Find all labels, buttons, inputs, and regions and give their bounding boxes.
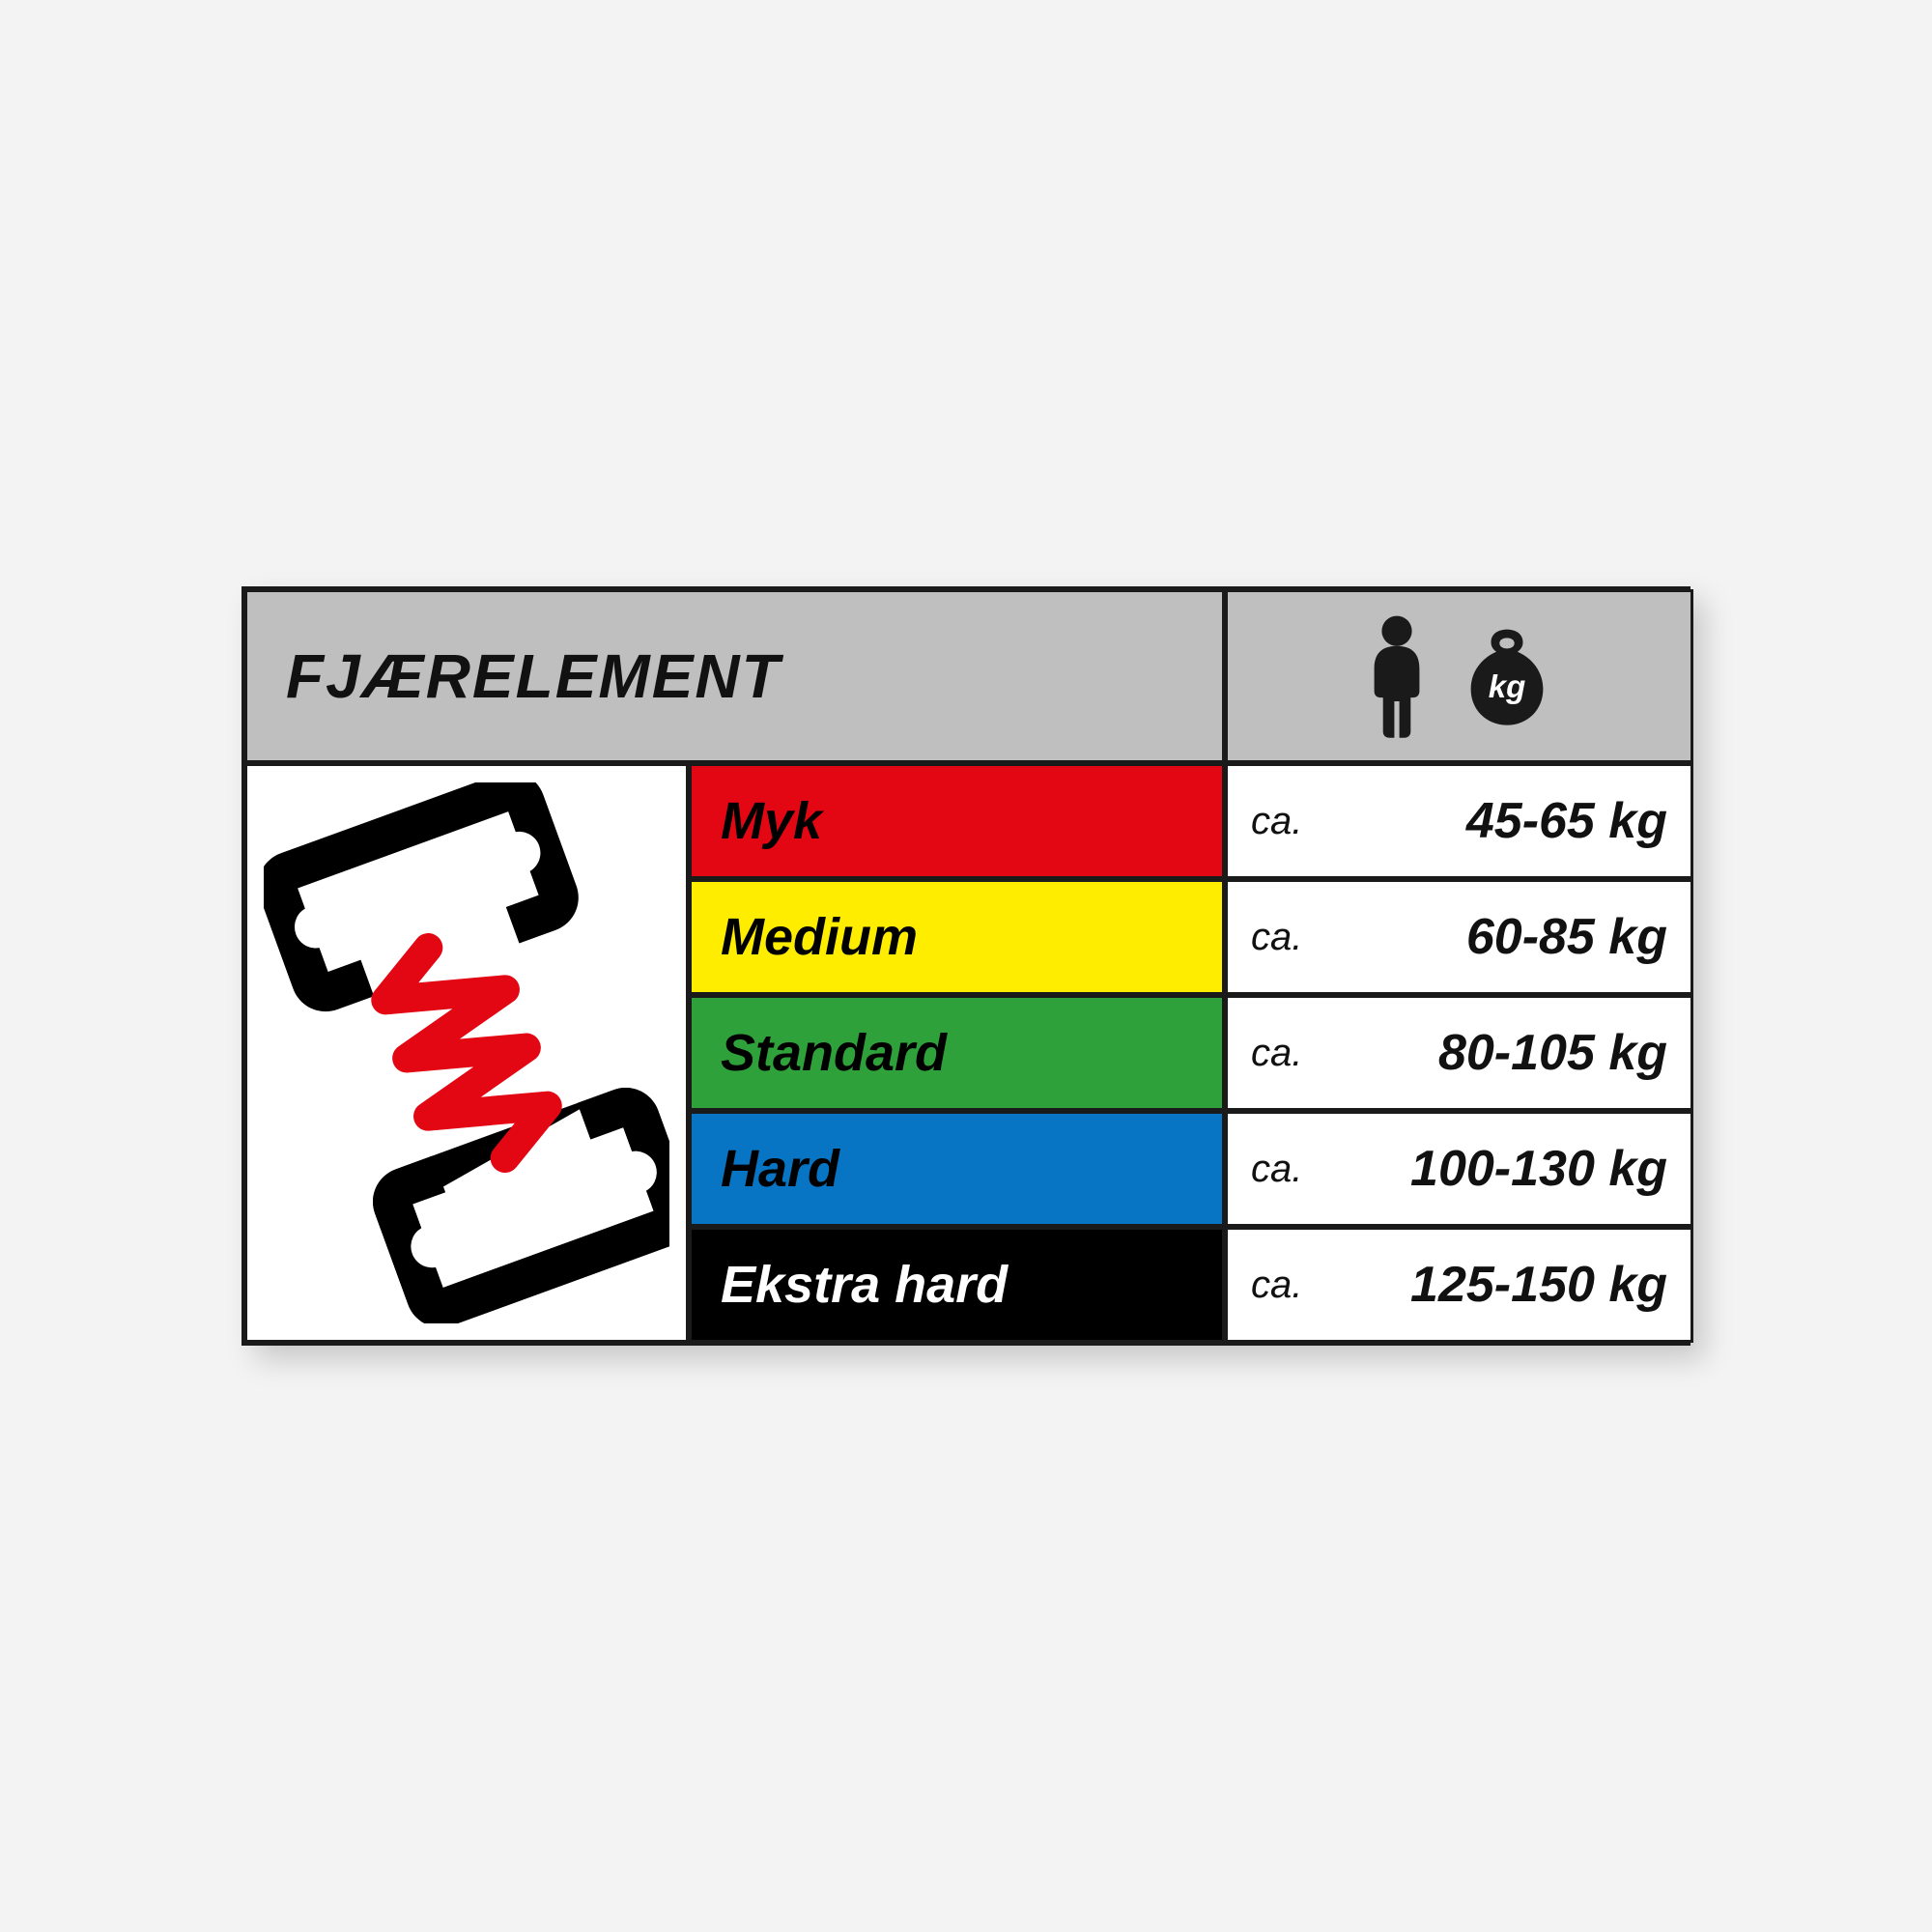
stiffness-label: Myk [689, 763, 1225, 879]
approx-prefix: ca. [1251, 1148, 1302, 1191]
approx-prefix: ca. [1251, 1032, 1302, 1075]
weight-range: 45-65 kg [1320, 792, 1667, 850]
person-icon [1359, 613, 1435, 739]
stiffness-label-text: Ekstra hard [721, 1255, 1008, 1315]
weight-range: 125-150 kg [1320, 1256, 1667, 1314]
weight-range: 60-85 kg [1320, 908, 1667, 966]
spring-element-table: FJÆRELEMENT kg [242, 586, 1690, 1346]
approx-prefix: ca. [1251, 800, 1302, 843]
stiffness-label: Ekstra hard [689, 1227, 1225, 1343]
approx-prefix: ca. [1251, 916, 1302, 959]
weight-kg-label: kg [1488, 668, 1525, 704]
stiffness-label-text: Hard [721, 1139, 839, 1199]
weight-range-cell: ca. 45-65 kg [1225, 763, 1693, 879]
stiffness-label-text: Myk [721, 791, 822, 851]
approx-prefix: ca. [1251, 1264, 1302, 1307]
spring-illustration-cell [244, 763, 689, 1343]
spring-icon [264, 782, 669, 1323]
stiffness-label-text: Medium [721, 907, 918, 967]
weight-range: 100-130 kg [1320, 1140, 1667, 1198]
table-title: FJÆRELEMENT [244, 589, 1225, 763]
weight-range: 80-105 kg [1320, 1024, 1667, 1082]
weight-range-cell: ca. 100-130 kg [1225, 1111, 1693, 1227]
weight-range-cell: ca. 80-105 kg [1225, 995, 1693, 1111]
stiffness-label-text: Standard [721, 1023, 947, 1083]
weight-header: kg [1225, 589, 1693, 763]
weight-range-cell: ca. 60-85 kg [1225, 879, 1693, 995]
stiffness-label: Medium [689, 879, 1225, 995]
weight-range-cell: ca. 125-150 kg [1225, 1227, 1693, 1343]
stiffness-label: Standard [689, 995, 1225, 1111]
weight-kg-icon: kg [1454, 623, 1560, 729]
stiffness-label: Hard [689, 1111, 1225, 1227]
title-text: FJÆRELEMENT [286, 640, 781, 712]
